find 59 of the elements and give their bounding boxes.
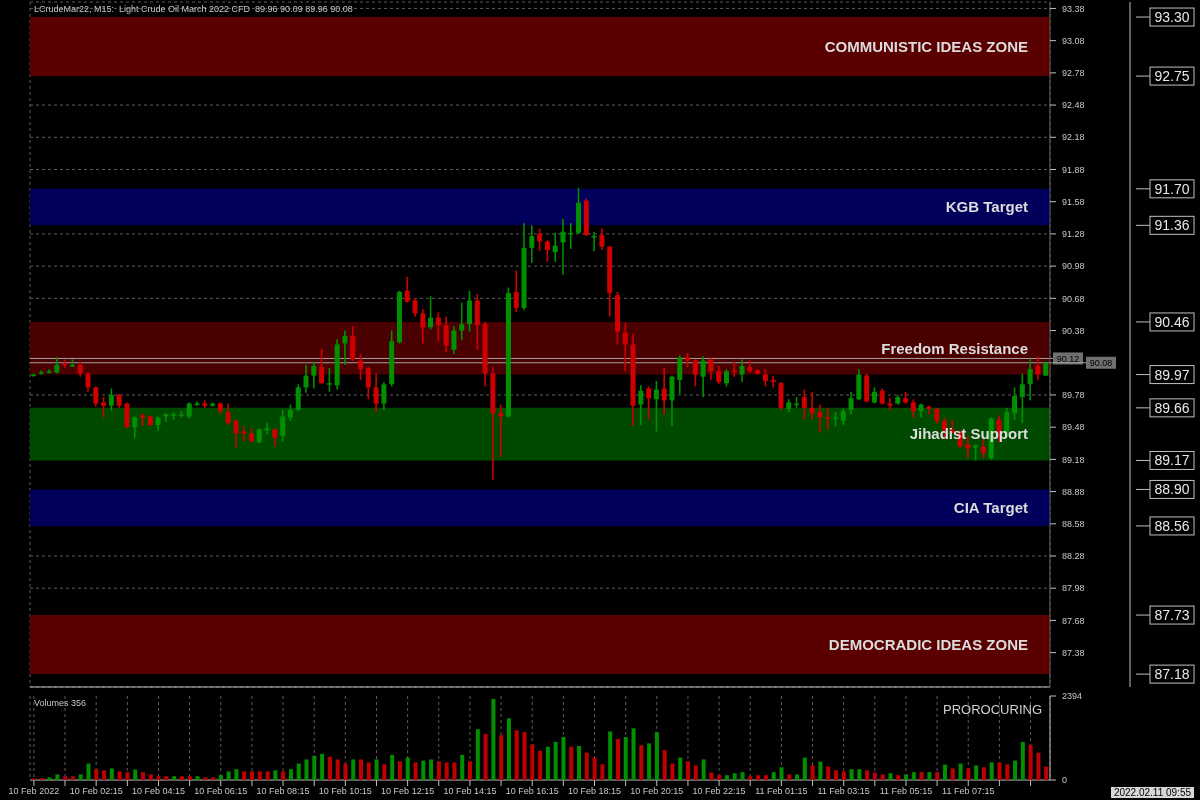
x-tick-label: 11 Feb 01:15 [755,786,808,797]
band-label: KGB Target [945,198,1028,216]
x-tick-label: 11 Feb 03:15 [817,786,870,797]
y2-tick-label: 88.56 [1154,517,1190,534]
y2-tick-label: 88.90 [1154,481,1190,498]
y-tick-label: 2394 [1062,691,1083,702]
x-tick-label: 10 Feb 12:15 [381,786,435,797]
x-tick-label: 10 Feb 20:15 [630,786,684,797]
y-tick-label: 88.28 [1062,551,1085,562]
y-tick-label: 0 [1062,775,1068,786]
band-label: COMMUNISTIC IDEAS ZONE [824,37,1028,55]
y-tick-label: 89.78 [1062,390,1085,401]
y-tick-label: 87.68 [1062,615,1085,626]
y-tick-label: 87.38 [1062,647,1085,658]
x-tick-label: 11 Feb 05:15 [879,786,933,797]
y-tick-label: 92.78 [1062,68,1085,79]
y-tick-label: 90.38 [1062,325,1085,336]
y2-tick-label: 87.73 [1154,607,1190,624]
y2-tick-label: 89.17 [1154,452,1190,469]
y-tick-label: 88.58 [1062,519,1085,529]
x-tick-label: 11 Feb 07:15 [942,786,995,797]
band-label: DEMOCRADIC IDEAS ZONE [828,635,1028,653]
y-tick-label: 90.98 [1062,261,1085,272]
y-tick-label: 90.68 [1062,293,1085,304]
annotation: PROROCURING [943,702,1042,717]
x-tick-label: 10 Feb 02:15 [69,786,123,797]
y-tick-label: 91.28 [1062,229,1085,240]
chart-title: Volumes 356 [34,698,87,708]
y-tick-label: 93.38 [1062,3,1085,14]
x-tick-label: 10 Feb 22:15 [692,786,746,797]
x-tick-label: 10 Feb 2022 [8,786,60,797]
band-label: Freedom Resistance [881,339,1028,357]
x-tick-label: 10 Feb 18:15 [567,786,622,797]
y-tick-label: 89.18 [1062,454,1085,465]
y2-tick-label: 89.66 [1154,399,1190,416]
x-tick-label: 10 Feb 16:15 [505,786,559,797]
text: 2022.02.11 09:55 [1110,787,1194,798]
y2-tick-label: 93.30 [1154,9,1190,26]
y2-tick-label: 87.18 [1154,666,1190,683]
y-tick-label: 91.58 [1062,196,1085,207]
y2-tick-label: 90.46 [1154,313,1190,330]
y2-tick-label: 91.70 [1154,180,1190,197]
x-tick-label: 10 Feb 08:15 [256,786,310,797]
x-tick-label: 10 Feb 14:15 [443,786,497,797]
y-tick-label: 92.48 [1062,100,1085,111]
y-tick-label: 89.48 [1062,422,1085,433]
x-tick-label: 10 Feb 10:15 [318,786,372,797]
y-tick-label: 93.08 [1062,35,1085,46]
y2-tick-label: 92.75 [1154,68,1190,85]
y-tick-label: 88.88 [1062,486,1085,497]
band-label: CIA Target [953,499,1028,517]
y-tick-label: 92.18 [1062,132,1085,143]
x-tick-label: 10 Feb 06:15 [194,786,248,797]
y-tick-label: 91.88 [1062,164,1085,175]
y2-tick-label: 89.97 [1154,366,1190,383]
y2-tick-label: 91.36 [1154,217,1190,234]
y-tick-label: 87.98 [1062,583,1085,594]
x-tick-label: 10 Feb 04:15 [131,786,185,797]
chart-title: LCrudeMar22, M15: Light Crude Oil March 2022 CFD 89.96 90.09 89.96 90.08 [34,4,353,14]
